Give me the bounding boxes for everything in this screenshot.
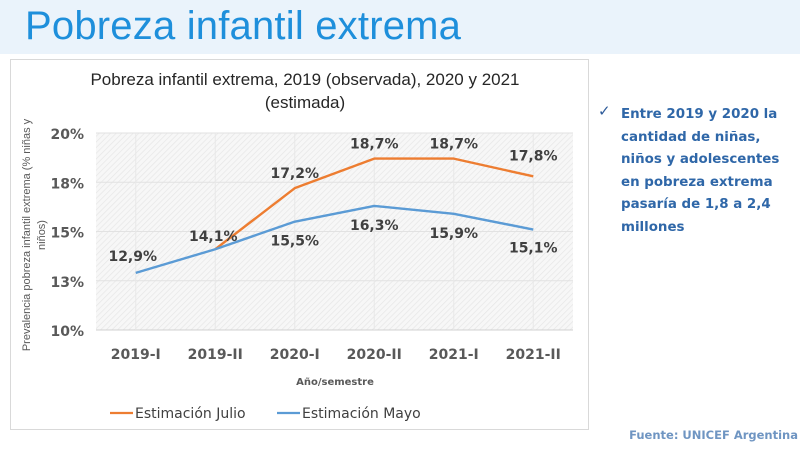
data-label: 15,9% [429, 226, 478, 242]
checkmark-icon: ✓ [598, 102, 611, 120]
x-tick-label: 2021-I [429, 347, 479, 363]
data-label: 15,1% [509, 241, 558, 257]
x-tick-label: 2020-I [270, 347, 320, 363]
data-label: 18,7% [429, 137, 478, 153]
legend-label-julio: Estimación Julio [135, 406, 246, 422]
bullet-text: Entre 2019 y 2020 la cantidad de niñas, … [621, 107, 780, 235]
data-label: 14,1% [189, 229, 238, 245]
data-label: 12,9% [108, 249, 157, 265]
series-line-julio [214, 157, 534, 251]
y-tick-label: 18% [50, 176, 84, 192]
y-tick-label: 13% [50, 275, 84, 291]
legend: Estimación Julio Estimación Mayo [110, 406, 421, 422]
x-tick-label: 2019-II [188, 347, 243, 363]
x-axis-label: Año/semestre [296, 377, 374, 388]
y-tick-label: 15% [50, 226, 84, 242]
x-tick-label: 2021-II [506, 347, 561, 363]
y-axis-label-line2: niños) [36, 220, 48, 250]
chart-title-line1: Pobreza infantil extrema, 2019 (observad… [90, 70, 519, 89]
chart-title-line2: (estimada) [265, 93, 345, 112]
x-tick-label: 2019-I [111, 347, 161, 363]
y-tick-label: 10% [50, 324, 84, 340]
data-label: 17,2% [270, 166, 319, 182]
series-line-mayo [135, 204, 534, 275]
x-tick-label: 2020-II [347, 347, 402, 363]
page-title: Pobreza infantil extrema [25, 4, 462, 48]
source-note: Fuente: UNICEF Argentina [629, 428, 798, 442]
data-label: 18,7% [350, 137, 399, 153]
slide-header: Pobreza infantil extrema [0, 0, 800, 54]
y-tick-label: 20% [50, 127, 84, 143]
y-axis-label-line1: Prevalencia pobreza infantil extrema (% … [21, 118, 33, 351]
legend-label-mayo: Estimación Mayo [302, 406, 421, 422]
data-label: 16,3% [350, 218, 399, 234]
data-label: 15,5% [270, 234, 319, 250]
data-label: 17,8% [509, 148, 558, 164]
